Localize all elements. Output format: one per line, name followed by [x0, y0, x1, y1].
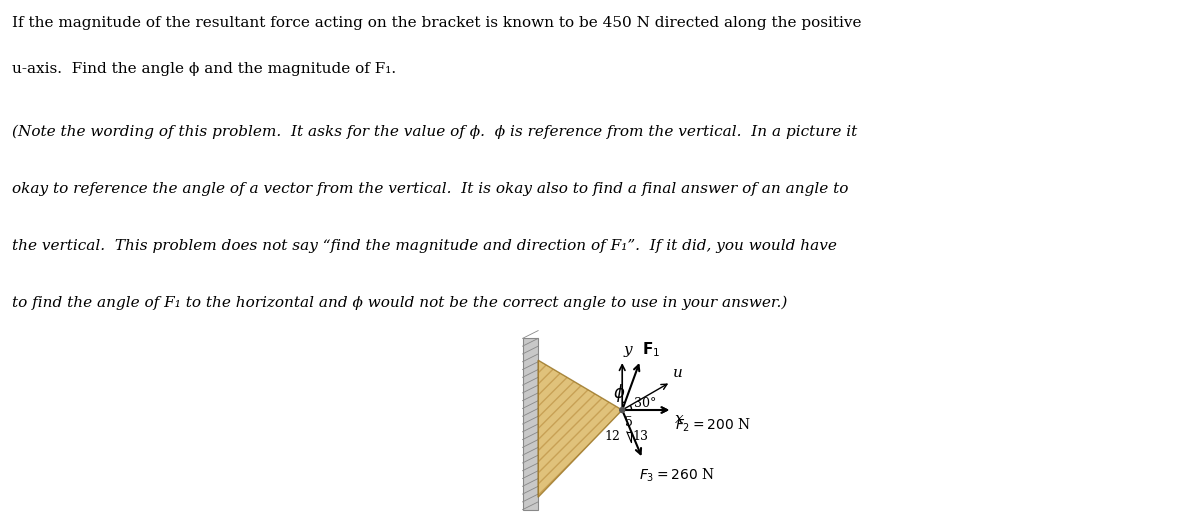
Text: (Note the wording of this problem.  It asks for the value of ϕ.  ϕ is reference : (Note the wording of this problem. It as… — [12, 125, 857, 139]
Text: u: u — [673, 366, 683, 380]
Text: $\phi$: $\phi$ — [613, 382, 626, 404]
Text: x: x — [676, 412, 684, 426]
Text: to find the angle of F₁ to the horizontal and ϕ would not be the correct angle t: to find the angle of F₁ to the horizonta… — [12, 296, 787, 310]
Text: 13: 13 — [632, 430, 648, 443]
Circle shape — [619, 407, 625, 413]
Polygon shape — [538, 360, 623, 497]
Text: $F_2 = 200$ N: $F_2 = 200$ N — [674, 417, 750, 434]
Text: 30°: 30° — [634, 397, 656, 410]
Text: 12: 12 — [604, 430, 620, 443]
Text: $\mathbf{F}_1$: $\mathbf{F}_1$ — [642, 340, 660, 359]
Text: 5: 5 — [625, 416, 632, 429]
Text: the vertical.  This problem does not say “find the magnitude and direction of F₁: the vertical. This problem does not say … — [12, 239, 836, 253]
Text: okay to reference the angle of a vector from the vertical.  It is okay also to f: okay to reference the angle of a vector … — [12, 182, 848, 196]
Polygon shape — [522, 338, 538, 510]
Text: If the magnitude of the resultant force acting on the bracket is known to be 450: If the magnitude of the resultant force … — [12, 16, 862, 30]
Text: y: y — [624, 343, 632, 357]
Text: u-axis.  Find the angle ϕ and the magnitude of F₁.: u-axis. Find the angle ϕ and the magnitu… — [12, 62, 396, 76]
Text: $F_3 = 260$ N: $F_3 = 260$ N — [640, 467, 715, 484]
